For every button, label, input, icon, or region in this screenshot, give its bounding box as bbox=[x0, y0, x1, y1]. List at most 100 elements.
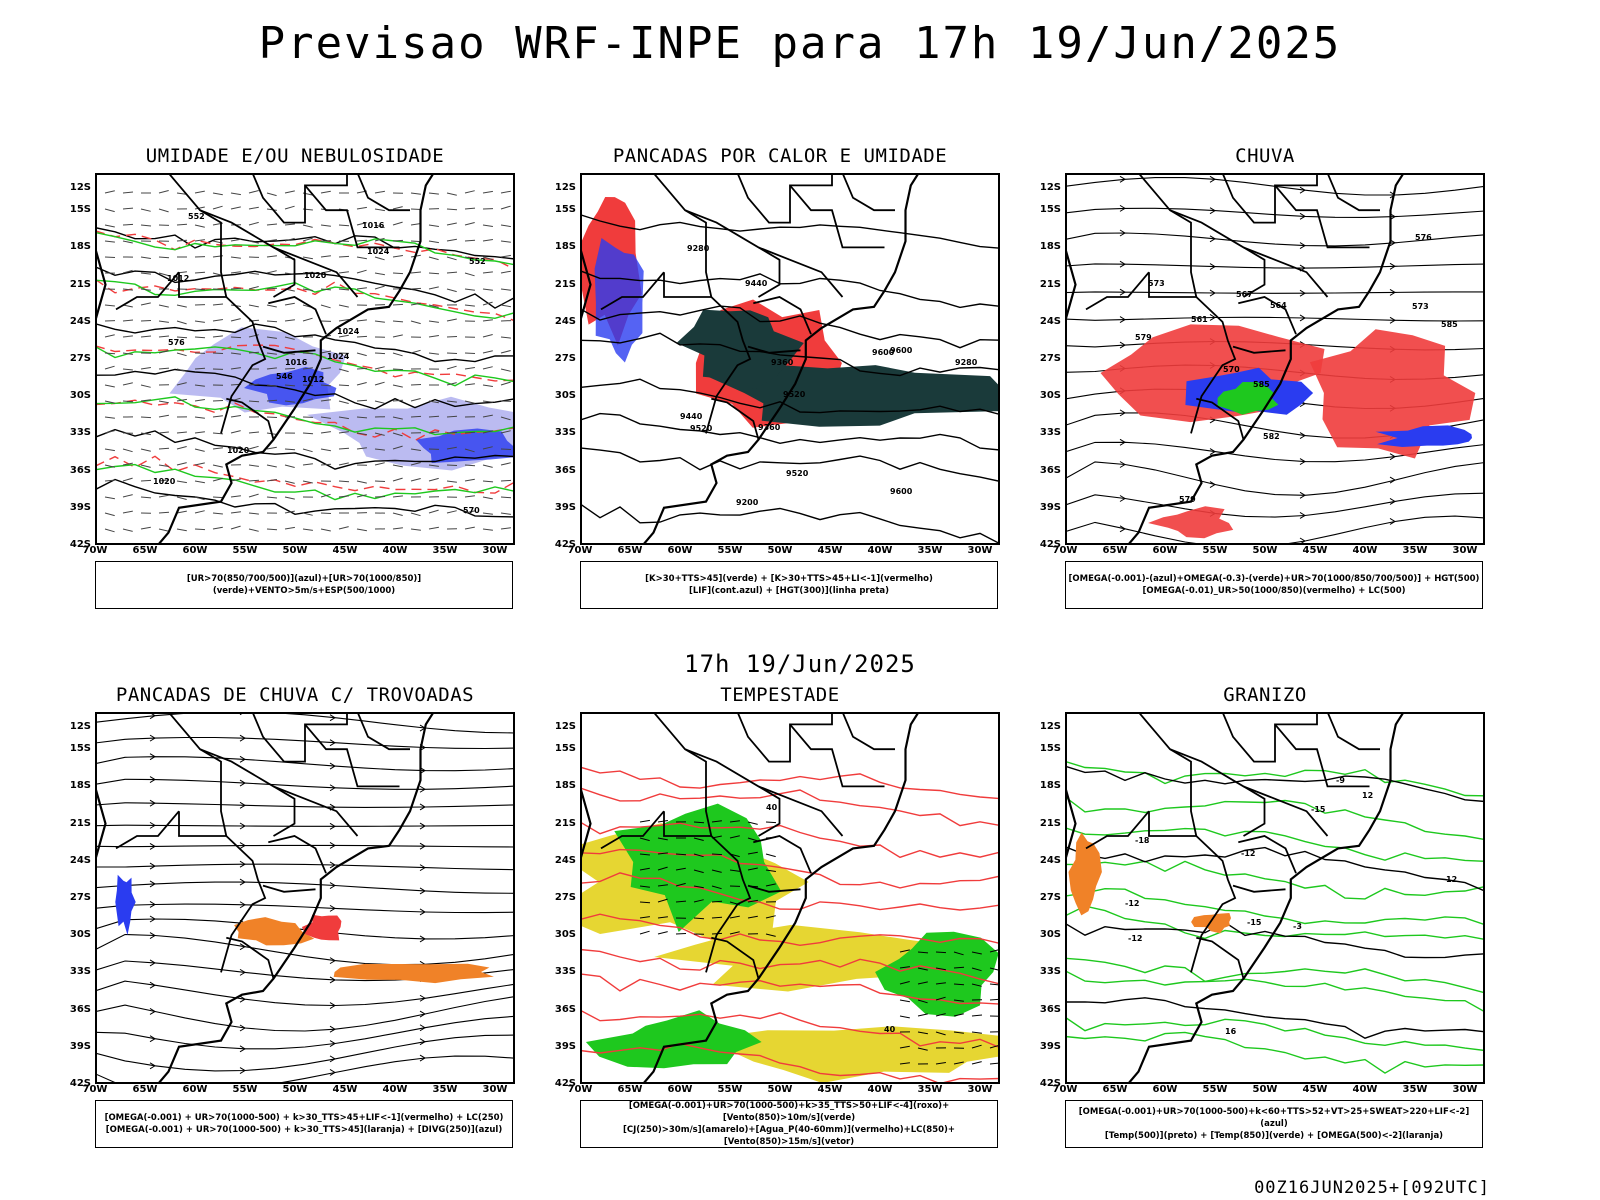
wind-arrow bbox=[446, 222, 457, 226]
wind-arrow bbox=[356, 447, 367, 450]
wind-arrow bbox=[122, 352, 133, 355]
wind-vector bbox=[729, 915, 740, 919]
temp850-contour bbox=[1065, 905, 1485, 941]
wind-arrow bbox=[482, 319, 493, 322]
wind-arrow bbox=[104, 479, 116, 482]
wind-vector bbox=[675, 882, 686, 887]
temp500-contour bbox=[1065, 845, 1485, 892]
contour-label: 9520 bbox=[786, 469, 809, 478]
map-area: 585 585 579 573 567 582 579 576 573 570 561 564 bbox=[1065, 173, 1485, 545]
wind-arrow bbox=[374, 400, 385, 404]
wind-vector bbox=[971, 1044, 982, 1049]
lon-tick-label: 35W bbox=[432, 545, 458, 556]
contour-label: 576 bbox=[1415, 233, 1432, 242]
state-border bbox=[841, 712, 895, 751]
lat-tick-label: 21S bbox=[1039, 817, 1061, 829]
state-border bbox=[1148, 811, 1237, 973]
wind-arrow bbox=[284, 510, 295, 514]
wind-arrow bbox=[302, 256, 313, 260]
streamline-arrow bbox=[149, 862, 156, 870]
state-border bbox=[1085, 271, 1150, 311]
wind-vector bbox=[729, 835, 740, 839]
shower-area bbox=[234, 917, 315, 946]
state-border bbox=[1243, 785, 1266, 837]
legend-line: [OMEGA(-0.001)+UR>70(1000-500)+k>35_TTS>… bbox=[628, 1101, 950, 1123]
streamline-arrow bbox=[239, 1024, 246, 1032]
wind-vector bbox=[711, 885, 722, 890]
wind-arrow bbox=[356, 256, 367, 260]
wind-arrow bbox=[248, 304, 259, 308]
lat-tick-label: 36S bbox=[554, 1003, 576, 1015]
streamline-arrow bbox=[149, 932, 156, 939]
wind-arrow bbox=[464, 367, 475, 370]
wind-arrow bbox=[230, 192, 241, 196]
wind-arrow bbox=[500, 479, 512, 482]
streamline-arrow bbox=[1119, 525, 1126, 533]
streamline-arrow bbox=[1119, 341, 1126, 349]
wind-arrow bbox=[140, 464, 151, 468]
wind-arrow bbox=[428, 464, 439, 467]
wind-arrow bbox=[122, 319, 134, 322]
streamline-arrow bbox=[1209, 448, 1216, 456]
state-border bbox=[663, 811, 752, 973]
lon-tick-label: 40W bbox=[382, 545, 408, 556]
state-border bbox=[304, 184, 400, 249]
wind-arrow bbox=[482, 496, 493, 500]
wind-arrow bbox=[248, 512, 259, 515]
streamline-arrow bbox=[329, 861, 336, 869]
wind-arrow bbox=[248, 493, 259, 498]
wind-arrow bbox=[338, 224, 350, 227]
wind-arrow bbox=[284, 448, 296, 451]
wind-arrow bbox=[392, 477, 403, 482]
wind-arrow bbox=[158, 256, 170, 259]
hgt300-contour bbox=[580, 412, 1000, 451]
wind-arrow bbox=[464, 448, 475, 453]
lon-tick-label: 55W bbox=[1202, 545, 1228, 556]
wind-vector bbox=[765, 869, 776, 872]
panel-legend: [OMEGA(-0.001)-(azul)+OMEGA(-0.3)-(verde… bbox=[1065, 561, 1483, 609]
state-border bbox=[753, 835, 812, 874]
lon-tick-label: 70W bbox=[82, 1084, 108, 1095]
state-border bbox=[684, 748, 844, 837]
wind-vector bbox=[711, 900, 723, 903]
wind-arrow bbox=[194, 462, 205, 466]
wind-arrow bbox=[392, 320, 404, 323]
map-area: 1012 1012 1016 1020 1024 1020 1016 1020 1024 1024… bbox=[95, 173, 515, 545]
streamline-arrow bbox=[1389, 288, 1396, 296]
state-border bbox=[758, 246, 781, 298]
omega-strong-area bbox=[1191, 913, 1231, 934]
contour-label: 1024 bbox=[367, 247, 390, 256]
streamline bbox=[95, 778, 515, 790]
wind-arrow bbox=[320, 304, 331, 309]
wind-arrow bbox=[140, 448, 151, 452]
wind-vector bbox=[935, 982, 946, 985]
wind-vector bbox=[953, 951, 964, 956]
wind-vector bbox=[953, 1013, 964, 1017]
wind-arrow bbox=[410, 320, 421, 325]
wind-arrow bbox=[320, 384, 332, 387]
lat-tick-label: 30S bbox=[69, 390, 91, 402]
streamline bbox=[95, 712, 515, 734]
wind-arrow bbox=[500, 254, 511, 258]
wind-arrow bbox=[482, 446, 493, 450]
temp500-contour bbox=[1065, 765, 1485, 803]
wind-arrow bbox=[104, 400, 115, 404]
wind-arrow bbox=[248, 272, 259, 275]
streamline-arrow bbox=[329, 1040, 336, 1047]
wind-arrow bbox=[356, 206, 367, 210]
wind-arrow bbox=[464, 526, 475, 530]
streamline-arrow bbox=[1389, 316, 1396, 324]
lat-tick-label: 18S bbox=[1039, 241, 1061, 253]
contour-label: 567 bbox=[1236, 290, 1253, 299]
wind-arrow bbox=[464, 288, 475, 291]
wind-arrow bbox=[320, 288, 332, 291]
wind-arrow bbox=[338, 462, 349, 466]
wind-arrow bbox=[284, 319, 295, 322]
wind-arrow bbox=[176, 510, 187, 514]
wind-arrow bbox=[140, 208, 151, 212]
streamline-arrow bbox=[419, 1054, 426, 1062]
state-border bbox=[178, 272, 267, 434]
wind-arrow bbox=[122, 240, 133, 244]
panel-legend: [OMEGA(-0.001) + UR>70(1000-500) + k>30_… bbox=[95, 1100, 513, 1148]
wind-arrow bbox=[212, 205, 223, 210]
